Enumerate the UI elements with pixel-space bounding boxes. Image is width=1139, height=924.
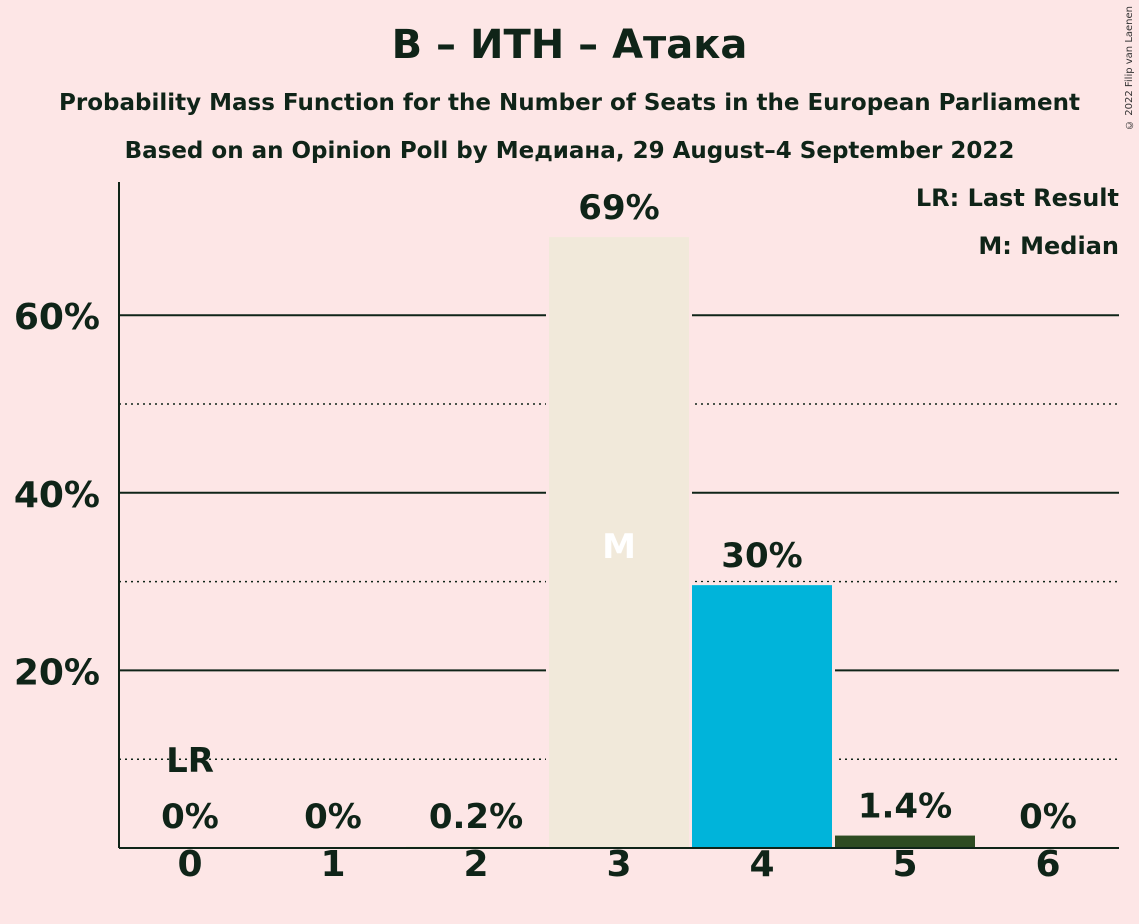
- median-marker: M: [602, 527, 636, 567]
- bar-halo: [403, 843, 549, 848]
- x-tick-label: 3: [606, 844, 631, 885]
- x-tick-label: 2: [463, 844, 488, 885]
- bar-5: [835, 835, 975, 848]
- data-label: 1.4%: [858, 787, 952, 827]
- labels: 20%40%60%0 1 2 3 4 5 60% 0% 0.2%69%30%1.4% 0%LRM: [14, 188, 1077, 885]
- bar-4: [692, 585, 832, 848]
- data-label: 0%: [161, 797, 219, 837]
- data-label: 0%: [304, 797, 362, 837]
- x-tick-label: 5: [892, 844, 917, 885]
- legend-median: M: Median: [978, 232, 1119, 260]
- legend-last-result: LR: Last Result: [915, 184, 1119, 212]
- data-label: 0.2%: [429, 797, 523, 837]
- bars: [403, 234, 978, 848]
- chart-title: В – ИТН – Атака: [391, 22, 748, 68]
- x-tick-label: 0: [177, 844, 202, 885]
- y-tick-label: 60%: [14, 297, 100, 338]
- chart-subtitle: Probability Mass Function for the Number…: [59, 90, 1080, 116]
- x-tick-label: 4: [749, 844, 774, 885]
- data-label: 30%: [721, 536, 802, 576]
- axes: [118, 182, 1119, 849]
- data-label: 0%: [1019, 797, 1077, 837]
- y-tick-label: 40%: [14, 475, 100, 516]
- chart-subtitle-source: Based on an Opinion Poll by Медиана, 29 …: [124, 138, 1015, 164]
- x-tick-label: 1: [320, 844, 345, 885]
- bar-3: [549, 237, 689, 848]
- last-result-marker: LR: [166, 741, 214, 781]
- y-tick-label: 20%: [14, 652, 100, 693]
- data-label: 69%: [578, 188, 659, 228]
- x-tick-label: 6: [1035, 844, 1060, 885]
